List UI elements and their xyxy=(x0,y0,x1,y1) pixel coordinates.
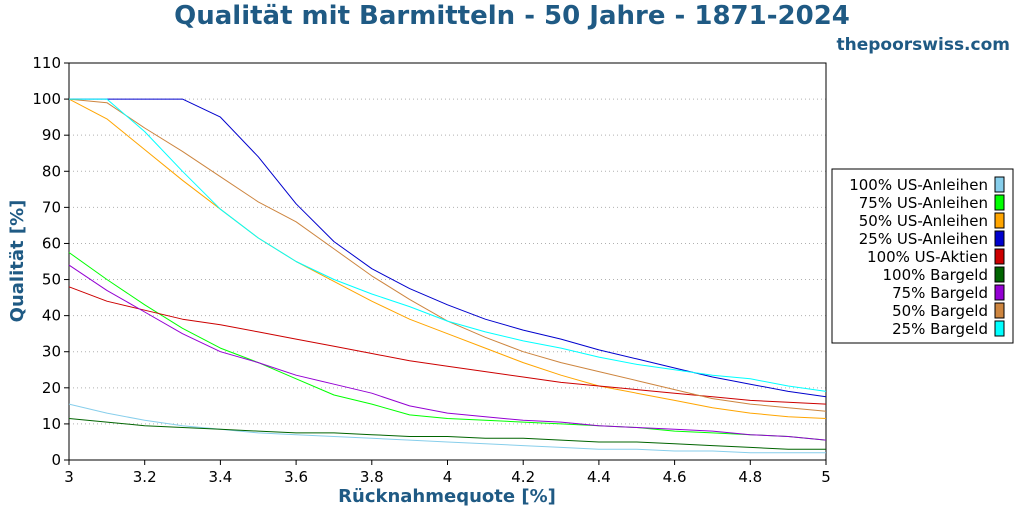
y-tick-label: 10 xyxy=(42,415,61,433)
legend-label: 50% Bargeld xyxy=(892,302,988,320)
legend-label: 50% US-Anleihen xyxy=(859,212,988,230)
legend-swatch xyxy=(994,266,1005,283)
y-tick-label: 90 xyxy=(42,126,61,144)
y-axis-label: Qualität [%] xyxy=(7,200,28,323)
series-line-1 xyxy=(68,403,826,454)
series-line-8 xyxy=(68,98,827,412)
x-tick-label: 4.6 xyxy=(663,468,687,486)
x-tick-label: 3.4 xyxy=(208,468,232,486)
x-tick-label: 4 xyxy=(443,468,453,486)
y-tick-label: 30 xyxy=(42,343,61,361)
x-axis-label: Rücknahmequote [%] xyxy=(338,486,556,507)
chart-title: Qualität mit Barmitteln - 50 Jahre - 187… xyxy=(174,1,850,31)
y-tick-label: 40 xyxy=(42,307,61,325)
legend-label: 100% Bargeld xyxy=(883,266,988,284)
series-line-4 xyxy=(69,98,827,398)
y-tick-label: 100 xyxy=(32,90,61,108)
legend-swatch xyxy=(994,230,1005,247)
x-tick-label: 3.8 xyxy=(360,468,384,486)
legend-label: 75% Bargeld xyxy=(892,284,988,302)
y-tick-label: 80 xyxy=(42,162,61,180)
legend-label: 25% Bargeld xyxy=(892,320,988,338)
legend-label: 75% US-Anleihen xyxy=(859,194,988,212)
y-tick-label: 60 xyxy=(42,234,61,252)
y-tick-label: 50 xyxy=(42,271,61,289)
legend-swatch xyxy=(994,284,1005,301)
x-tick-label: 4.4 xyxy=(587,468,611,486)
legend-frame xyxy=(831,168,1014,344)
x-tick-label: 3.6 xyxy=(284,468,308,486)
series-line-9 xyxy=(69,98,827,392)
y-tick-label: 70 xyxy=(42,198,61,216)
y-tick-label: 0 xyxy=(51,451,61,469)
legend-label: 100% US-Aktien xyxy=(867,248,988,266)
legend-swatch xyxy=(994,212,1005,229)
legend-swatch xyxy=(994,194,1005,211)
x-axis-ticks: 3 3.2 3.4 3.6 3.8 4 4.2 4.4 4.6 4.8 5 xyxy=(64,460,831,486)
legend-swatch xyxy=(994,176,1005,193)
series-line-3 xyxy=(68,98,827,419)
x-tick-label: 4.2 xyxy=(511,468,535,486)
series-line-2 xyxy=(68,252,827,441)
legend-swatch xyxy=(994,320,1005,337)
source-label: thepoorswiss.com xyxy=(837,35,1011,55)
y-axis-ticks: 0 10 20 30 40 50 60 70 80 90 100 110 xyxy=(32,54,69,469)
legend-swatch xyxy=(994,248,1005,265)
legend-label: 25% US-Anleihen xyxy=(859,230,988,248)
series-lines xyxy=(68,98,827,454)
series-line-7 xyxy=(68,264,827,441)
y-tick-label: 20 xyxy=(42,379,61,397)
x-tick-label: 3.2 xyxy=(133,468,157,486)
legend-label: 100% US-Anleihen xyxy=(849,176,988,194)
plot-frame xyxy=(68,62,827,461)
y-tick-label: 110 xyxy=(32,54,61,72)
legend-swatch xyxy=(994,302,1005,319)
x-tick-label: 3 xyxy=(64,468,74,486)
x-tick-label: 4.8 xyxy=(738,468,762,486)
x-tick-label: 5 xyxy=(821,468,831,486)
series-line-6 xyxy=(68,418,826,450)
